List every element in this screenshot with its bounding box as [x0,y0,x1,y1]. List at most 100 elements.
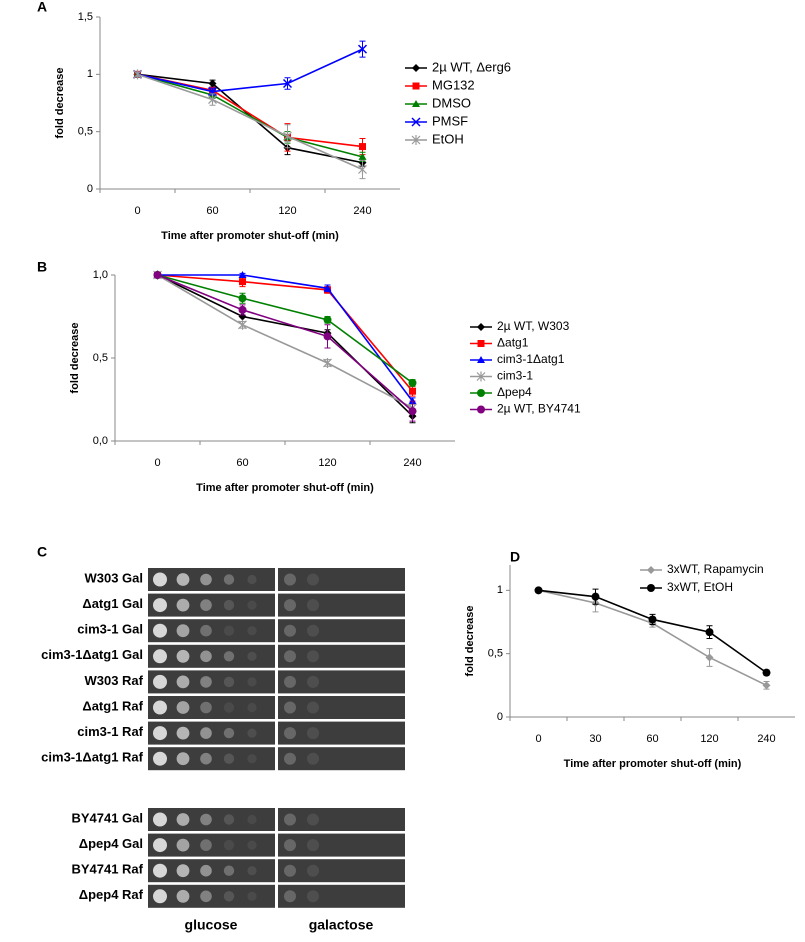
spot [153,674,167,689]
spot [200,727,212,739]
spot [200,839,212,851]
plate-image [148,884,275,908]
spot [247,728,257,738]
y-axis-label: fold decrease [464,606,476,677]
spot [284,573,296,586]
spot [200,864,212,877]
marker [357,44,368,54]
row-label: cim3-1Δatg1 Raf [41,750,143,765]
spot [223,891,235,902]
plate-image [148,747,275,771]
series-line [157,274,414,392]
marker [323,284,332,292]
spot [247,891,257,901]
y-axis-label: fold decrease [69,323,81,394]
x-tick-label: 0 [134,205,140,217]
marker [647,584,655,592]
spot [176,889,190,903]
spot [247,754,257,764]
marker [477,340,485,347]
marker [408,378,417,387]
spot [307,675,319,688]
spot [307,890,319,903]
marker [705,628,714,637]
plate-image [278,644,405,668]
marker [153,271,162,279]
plate-image [278,833,405,857]
x-tick-label: 60 [646,733,658,745]
row-label: cim3-1Δatg1 Gal [41,647,143,662]
legend-label: 2µ WT, W303 [497,319,570,333]
marker [238,271,247,278]
spot [307,752,319,765]
marker [323,315,332,324]
row-label: Δpep4 Gal [79,836,143,851]
x-tick-label: 30 [589,733,601,745]
spot [176,726,190,740]
spot [223,727,235,739]
plate-image [278,670,405,694]
spot [200,890,212,903]
marker [358,152,367,160]
spot [176,813,190,826]
marker [323,332,332,341]
marker [762,681,771,690]
row-label: BY4741 Gal [71,810,143,825]
series-line [538,589,767,674]
spot [284,599,296,612]
marker [411,135,421,145]
spot [307,864,319,877]
plate-image [278,721,405,745]
legend-label: PMSF [432,113,468,128]
marker [476,371,486,382]
spot [176,675,190,689]
spot [307,839,319,852]
x-tick-label: 120 [318,457,336,469]
marker [323,357,332,368]
row-label: Δpep4 Raf [79,887,144,902]
spot [223,814,235,825]
x-tick-label: 240 [403,457,421,469]
spot [284,675,296,688]
spot [200,650,212,663]
y-tick-label: 1,0 [93,269,108,281]
series-line [137,73,363,171]
legend-label: cim3-1Δatg1 [497,352,565,366]
spot [247,574,257,585]
spot [307,727,319,740]
row-label: Δatg1 Gal [82,596,143,611]
plate-image [148,808,275,831]
marker [238,305,247,314]
spot [176,838,190,852]
legend-label: MG132 [432,77,475,92]
spot [200,752,212,765]
spot [153,572,167,587]
x-tick-label: 240 [757,733,775,745]
spot [176,649,190,663]
marker [412,64,420,72]
spot [247,866,257,876]
spot [247,814,257,825]
x-tick-label: 0 [154,457,160,469]
spot [153,838,167,853]
spot [247,840,257,850]
spot [284,752,296,765]
y-tick-label: 1 [497,584,503,596]
spot [200,813,212,826]
spot [307,624,319,637]
y-axis-label: fold decrease [54,68,66,139]
plate-image [278,859,405,883]
marker [359,143,366,151]
panel-label: D [510,549,520,565]
y-tick-label: 0,0 [93,435,108,447]
marker [239,278,246,286]
x-axis-label: Time after promoter shut-off (min) [564,758,742,770]
spot [223,702,235,713]
marker [705,653,714,662]
spot [247,702,257,713]
row-label: W303 Gal [84,570,143,585]
legend-label: 3xWT, Rapamycin [667,562,764,576]
marker [282,78,293,89]
plate-image [148,593,275,617]
